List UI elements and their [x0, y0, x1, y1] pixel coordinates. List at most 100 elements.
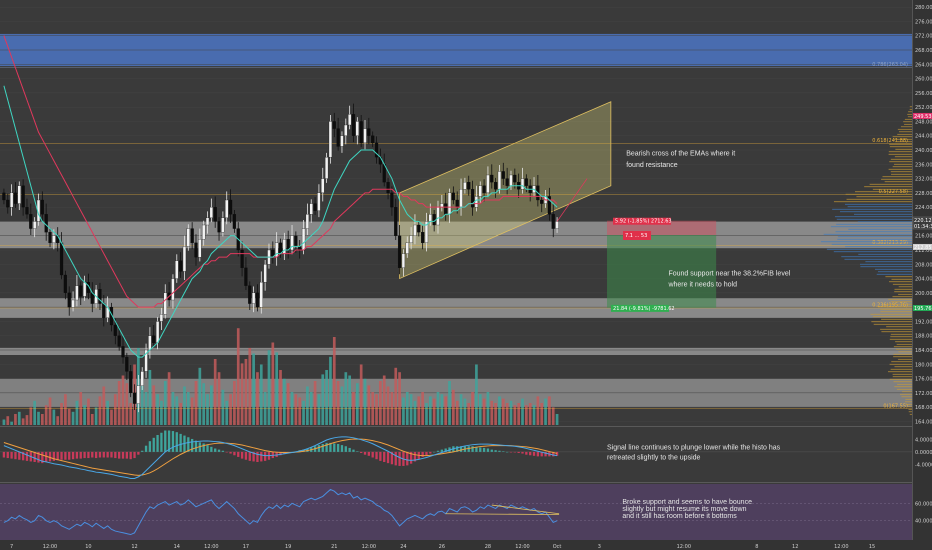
price-tick-label: 240.00 — [915, 148, 932, 154]
volume-bar — [94, 407, 98, 425]
volume-bar — [321, 374, 325, 425]
volume-bar — [475, 364, 478, 425]
candle-body — [40, 199, 44, 215]
price-tick-label: 200.00 — [915, 291, 932, 297]
macd-histogram-bar — [18, 451, 21, 460]
candle-body — [113, 324, 117, 336]
macd-histogram-bar — [317, 445, 321, 452]
volume-bar — [60, 403, 63, 425]
macd-histogram-bar — [175, 432, 178, 452]
macd-histogram-bar — [256, 451, 259, 462]
time-tick-label: 10 — [85, 544, 91, 550]
current-price-label: 220.12 — [914, 218, 932, 224]
macd-histogram-bar — [394, 451, 397, 466]
macd-histogram-bar — [386, 451, 390, 464]
candle-body — [336, 128, 340, 147]
candle-body — [555, 221, 559, 229]
macd-histogram-bar — [536, 451, 540, 457]
volume-bar — [275, 352, 279, 425]
candle-body — [340, 135, 344, 147]
candle-body — [129, 371, 133, 394]
candle-body — [524, 178, 528, 186]
fib-level-label: 0.382(213.29) — [872, 240, 908, 246]
ema-fast-line — [3, 85, 558, 358]
volume-bar — [117, 381, 121, 425]
candle-body — [29, 214, 33, 229]
price-tick-label: 204.00 — [915, 277, 932, 283]
macd-histogram-bar — [6, 451, 9, 459]
macd-histogram-bar — [52, 451, 56, 461]
profit-target-zone[interactable] — [607, 235, 717, 308]
macd-histogram-bar — [436, 450, 440, 452]
candle-body — [490, 174, 494, 183]
candle-body — [2, 192, 6, 201]
annotation-text: Found support near the 38.2%FIB level — [668, 271, 790, 278]
volume-bar — [329, 356, 332, 425]
volume-bar — [152, 385, 156, 425]
price-pane[interactable]: 0.786(263.04)0.618(241.88)0.5(227.58)0.3… — [0, 0, 912, 425]
macd-histogram-bar — [471, 446, 474, 452]
volume-bar — [213, 359, 217, 425]
volume-bar — [248, 348, 252, 425]
macd-histogram-bar — [490, 449, 493, 452]
time-axis[interactable]: 7 12:00 10 12 14 12:00 17 19 21 12:00 24 26 28 12:00 O… — [0, 540, 912, 550]
volume-bar — [402, 397, 405, 425]
macd-histogram-bar — [56, 451, 59, 461]
target-label-box — [611, 304, 670, 312]
volume-bar — [48, 397, 52, 425]
rsi-pane[interactable]: Broke support and seems to have bouncesl… — [0, 484, 912, 540]
macd-histogram-bar — [33, 451, 36, 462]
volume-bar — [540, 403, 544, 425]
rsi-support-line — [445, 513, 560, 515]
volume-bar — [271, 342, 275, 425]
candle-body — [359, 121, 363, 144]
rsi-tick-label: 60.0000 — [915, 501, 932, 507]
volume-bar — [37, 411, 40, 425]
volume-bar — [425, 403, 428, 425]
candle-body — [371, 135, 375, 144]
macd-histogram-bar — [260, 451, 263, 462]
candle-body — [540, 199, 544, 204]
price-tick-label: 224.00 — [915, 205, 932, 211]
volume-bar — [444, 396, 448, 425]
macd-histogram-bar — [333, 443, 336, 452]
macd-histogram-bar — [190, 438, 194, 452]
macd-histogram-bar — [71, 451, 75, 460]
volume-bar — [359, 364, 363, 425]
macd-histogram-bar — [133, 451, 136, 459]
candle-body — [190, 228, 194, 244]
price-axis[interactable]: 280.00 276.00 272.00 268.00 264.00 260.00 256.… — [912, 0, 932, 550]
horizontal-zone — [0, 221, 912, 249]
volume-bar — [325, 370, 328, 425]
fib-level-label: 0(167.55) — [883, 403, 908, 409]
candle-body — [298, 246, 302, 251]
macd-histogram-bar — [110, 451, 113, 458]
price-tick-label: 164.00 — [915, 419, 932, 425]
price-tick-label: 276.00 — [915, 19, 932, 25]
macd-histogram-bar — [164, 430, 167, 452]
macd-pane[interactable]: Signal line continues to plunge lower wh… — [0, 428, 912, 482]
macd-histogram-bar — [87, 451, 90, 459]
annotation-text: where it needs to hold — [667, 281, 737, 288]
candle-body — [79, 285, 83, 297]
candle-body — [321, 178, 325, 194]
candle-body — [117, 335, 121, 347]
price-tick-label: 272.00 — [915, 34, 932, 40]
macd-histogram-bar — [429, 451, 432, 454]
macd-histogram-bar — [367, 451, 371, 456]
entry-label: 7.1 ... 53 — [625, 233, 647, 239]
volume-bar — [551, 407, 555, 425]
volume-bar — [21, 418, 25, 425]
macd-histogram-bar — [421, 451, 424, 457]
volume-bar — [160, 400, 163, 425]
volume-bar — [25, 415, 29, 425]
volume-bar — [409, 394, 413, 425]
volume-bar — [398, 372, 401, 425]
macd-histogram-bar — [83, 451, 86, 459]
macd-line — [3, 436, 558, 479]
candle-body — [221, 217, 225, 233]
price-tag-box — [913, 305, 932, 311]
macd-histogram-bar — [425, 451, 428, 456]
volume-bar — [33, 400, 36, 425]
